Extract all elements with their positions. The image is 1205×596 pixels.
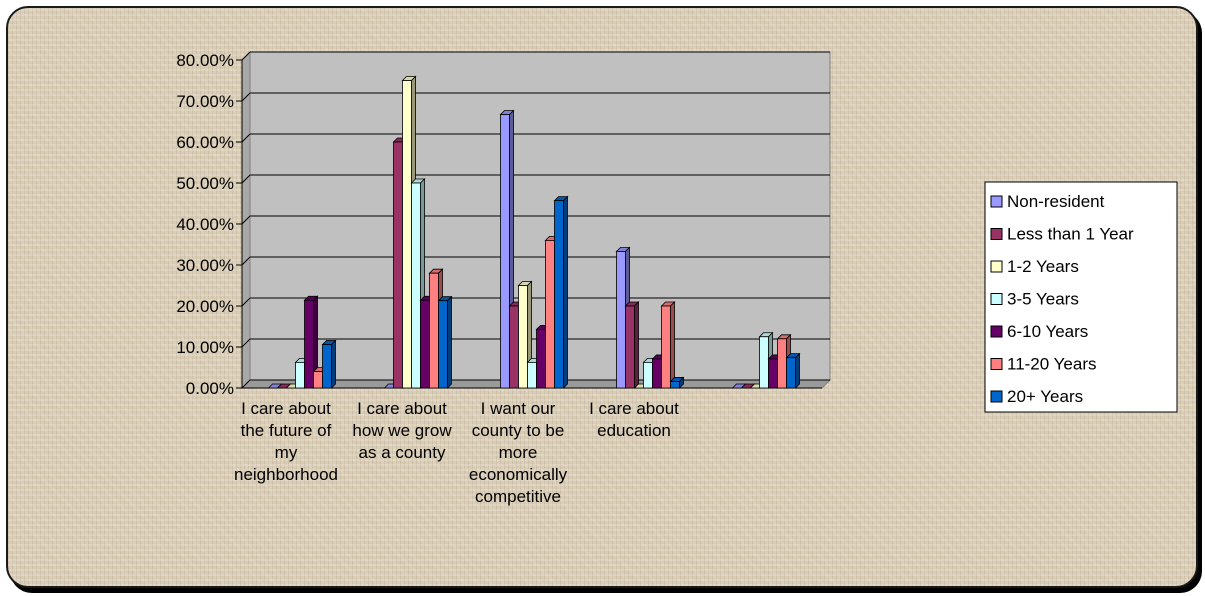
gridline-depth: [241, 174, 251, 184]
bar-side: [331, 339, 336, 389]
bar: [402, 80, 412, 389]
x-category-label: as a county: [359, 443, 446, 462]
legend-swatch: [990, 195, 1003, 208]
bar-side: [634, 301, 639, 389]
legend-label: Non-resident: [1007, 192, 1105, 211]
legend-swatch: [990, 228, 1003, 240]
legend-box: [984, 181, 1178, 413]
bar: [768, 358, 778, 389]
bar: [429, 272, 439, 389]
bar: [554, 200, 564, 389]
x-category-label: competitive: [475, 487, 561, 506]
legend-label: 11-20 Years: [1007, 355, 1096, 374]
bar: [322, 344, 332, 389]
legend-swatch: [990, 260, 1003, 273]
legend-swatch: [990, 358, 1003, 370]
y-tick-label: 50.00%: [176, 174, 234, 193]
x-category-label: county to be: [472, 421, 565, 440]
gridline-depth: [241, 133, 251, 143]
bar: [527, 361, 537, 389]
x-category-label: I care about: [241, 399, 331, 418]
bar: [786, 357, 796, 389]
gridline-depth: [241, 215, 251, 225]
gridline-depth: [241, 256, 251, 266]
x-category-label: I want our: [481, 399, 556, 418]
bar: [652, 358, 662, 389]
bar: [393, 141, 403, 389]
x-category-label: my: [275, 443, 298, 462]
y-tick-label: 60.00%: [176, 133, 234, 152]
legend-label: Less than 1 Year: [1007, 225, 1134, 244]
x-category-label: economically: [469, 465, 568, 484]
bar: [616, 251, 626, 389]
bar-side: [447, 295, 452, 389]
bar: [411, 182, 421, 389]
bar-side: [795, 352, 800, 389]
bar: [304, 299, 314, 389]
legend-label: 6-10 Years: [1007, 322, 1088, 341]
y-tick-label: 20.00%: [176, 297, 234, 316]
bar: [545, 239, 555, 389]
bar: [500, 114, 510, 389]
bar: [420, 299, 430, 389]
bar: [670, 381, 680, 389]
gridline-depth: [241, 338, 251, 348]
gridline-depth: [241, 297, 251, 307]
bar: [509, 305, 519, 389]
y-tick-label: 70.00%: [176, 92, 234, 111]
y-tick-label: 30.00%: [176, 256, 234, 275]
bar: [313, 371, 323, 389]
x-category-label: I care about: [357, 399, 447, 418]
gridline-depth: [241, 51, 251, 61]
bar-side: [670, 301, 675, 389]
bar: [536, 328, 546, 389]
y-tick-label: 10.00%: [176, 338, 234, 357]
x-category-label: how we grow: [352, 421, 452, 440]
legend-swatch: [990, 390, 1003, 403]
bar: [643, 361, 653, 389]
bar: [759, 336, 769, 389]
y-tick-label: 40.00%: [176, 215, 234, 234]
bar: [295, 361, 305, 389]
gridline-depth: [241, 379, 251, 389]
x-category-label: neighborhood: [234, 465, 338, 484]
x-category-label: more: [499, 443, 538, 462]
x-category-label: I care about: [589, 399, 679, 418]
legend-label: 20+ Years: [1007, 387, 1083, 406]
x-category-label: education: [597, 421, 671, 440]
bar: [518, 285, 528, 389]
gridline-depth: [241, 92, 251, 102]
legend-swatch: [990, 325, 1003, 338]
bar: [625, 305, 635, 389]
bar: [777, 338, 787, 389]
bar-side: [563, 195, 568, 389]
x-category-label: the future of: [241, 421, 332, 440]
y-tick-label: 0.00%: [186, 379, 234, 398]
bar: [438, 300, 448, 389]
bar: [661, 305, 671, 389]
legend-swatch: [990, 293, 1003, 305]
legend-label: 1-2 Years: [1007, 257, 1079, 276]
legend-label: 3-5 Years: [1007, 290, 1079, 309]
y-tick-label: 80.00%: [176, 51, 234, 70]
